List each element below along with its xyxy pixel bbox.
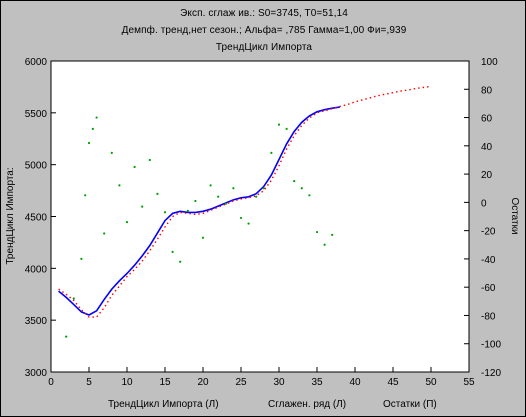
legend-label-smoothed: Сглажен. ряд (Л): [268, 399, 347, 410]
residual-point: [293, 180, 296, 183]
x-tick-label: 20: [197, 377, 209, 388]
residual-point: [163, 211, 167, 214]
y-tick-label-right: 80: [481, 85, 493, 96]
residual-point: [217, 195, 220, 198]
y-tick-label-right: 60: [481, 114, 493, 125]
y-tick-label-right: 40: [481, 142, 493, 153]
chart-title-line-2: Демпф. тренд,нет сезон.; Альфа= ,785 Гам…: [121, 25, 407, 36]
residual-point: [315, 230, 319, 234]
legend-label-trend: ТрендЦикл Импорта (Л): [108, 399, 219, 410]
residual-point: [148, 158, 151, 162]
y-axis-label-right: Остатки: [509, 197, 520, 234]
residual-point: [156, 192, 159, 195]
x-tick-label: 35: [311, 377, 323, 388]
residual-point: [224, 202, 227, 205]
residual-point: [133, 165, 136, 169]
y-axis-label-left: ТрендЦикл Импорта:: [5, 167, 16, 264]
y-tick-label-left: 4000: [25, 264, 48, 275]
residual-point: [323, 243, 326, 246]
residual-point: [110, 151, 113, 154]
y-tick-label-right: -80: [481, 311, 496, 322]
residual-point: [87, 141, 91, 145]
y-tick-label-left: 4500: [25, 213, 48, 224]
y-tick-label-right: 20: [481, 170, 493, 181]
residual-point: [95, 116, 98, 119]
x-tick-label: 55: [463, 377, 475, 388]
y-tick-label-left: 5000: [25, 161, 48, 172]
residual-point: [171, 250, 174, 253]
residual-point: [141, 205, 144, 208]
residual-point: [80, 257, 83, 261]
residual-point: [103, 232, 106, 235]
x-tick-label: 50: [425, 377, 437, 388]
plot-area: [50, 60, 470, 373]
residual-point: [277, 123, 281, 126]
chart-title-line-3: ТрендЦикл Импорта: [215, 42, 313, 53]
residual-point: [201, 236, 205, 239]
residual-point: [232, 187, 235, 190]
residual-point: [118, 184, 121, 187]
y-tick-label-right: 0: [481, 198, 487, 209]
residual-point: [72, 297, 75, 300]
residual-point: [331, 233, 334, 236]
y-tick-label-right: -100: [481, 340, 501, 351]
y-tick-label-right: -40: [481, 255, 496, 266]
residual-point: [186, 209, 189, 212]
residual-point: [209, 184, 212, 187]
residual-point: [91, 127, 94, 130]
x-tick-label: 45: [387, 377, 399, 388]
y-tick-label-left: 5500: [25, 109, 48, 120]
x-tick-label: 15: [159, 377, 171, 388]
residual-point: [247, 222, 250, 225]
y-tick-label-right: -120: [481, 368, 501, 379]
residual-point: [125, 221, 129, 224]
residual-point: [239, 216, 243, 220]
residual-point: [179, 260, 182, 263]
residual-point: [308, 194, 311, 197]
residual-point: [270, 151, 273, 154]
legend-label-residuals: Остатки (П): [383, 399, 437, 410]
x-tick-label: 40: [349, 377, 361, 388]
residual-point: [255, 195, 258, 198]
residual-point: [84, 194, 87, 197]
y-tick-label-right: 100: [481, 57, 498, 68]
residual-point: [285, 127, 288, 130]
residual-point: [300, 187, 303, 190]
residual-point: [262, 187, 265, 190]
x-tick-label: 0: [48, 377, 54, 388]
y-tick-label-left: 3000: [25, 368, 48, 379]
residual-point: [65, 335, 68, 338]
y-tick-label-left: 6000: [25, 57, 48, 68]
trend-cycle-line: [58, 106, 340, 316]
x-tick-label: 10: [121, 377, 133, 388]
x-tick-label: 5: [86, 377, 92, 388]
y-tick-label-right: -60: [481, 283, 496, 294]
y-tick-label-right: -20: [481, 227, 496, 238]
residual-point: [194, 199, 197, 203]
x-tick-label: 25: [235, 377, 247, 388]
y-tick-label-left: 3500: [25, 316, 48, 327]
x-tick-label: 30: [273, 377, 285, 388]
chart-title-line-1: Эксп. сглаж ив.: S0=3745, T0=51,14: [180, 8, 348, 19]
